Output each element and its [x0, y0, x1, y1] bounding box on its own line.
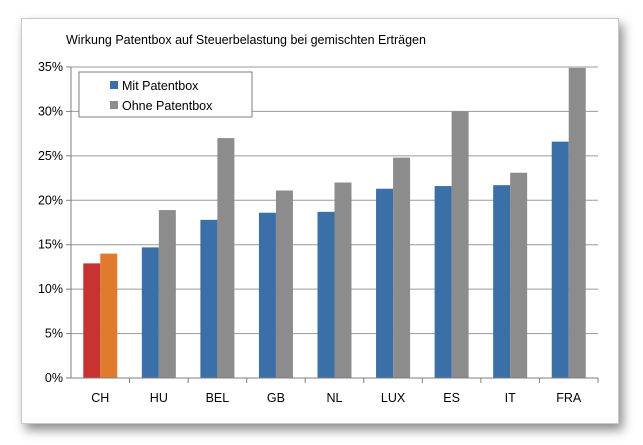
legend-box: [78, 71, 253, 118]
legend-label: Ohne Patentbox: [122, 99, 213, 113]
x-tick-label: LUX: [381, 391, 406, 405]
x-tick-label: FRA: [556, 391, 582, 405]
x-tick-label: GB: [267, 391, 285, 405]
bar-es-mit: [434, 186, 452, 378]
legend: Mit Patentbox Ohne Patentbox: [78, 71, 253, 118]
legend-swatch: [110, 81, 118, 89]
bar-ch-ohne: [100, 253, 118, 378]
bar-ch-mit: [83, 263, 101, 378]
bar-bel-ohne: [217, 138, 235, 378]
x-tick-label: ES: [443, 391, 460, 405]
y-tick-label: 20%: [38, 193, 63, 207]
legend-swatch: [110, 101, 118, 109]
y-tick-label: 15%: [38, 238, 63, 252]
y-tick-label: 35%: [38, 60, 63, 74]
bar-fra-ohne: [568, 67, 586, 378]
y-axis-ticks: 0% 5% 10% 15% 20% 25% 30% 35%: [38, 60, 72, 385]
bar-it-ohne: [510, 172, 528, 378]
bar-es-ohne: [451, 111, 469, 378]
bar-nl-ohne: [334, 182, 352, 378]
bar-fra-mit: [551, 141, 569, 378]
x-tick-label: CH: [91, 391, 109, 405]
x-axis: CH HU BEL GB NL LUX ES IT FRA: [71, 377, 599, 405]
bar-lux-mit: [376, 188, 394, 378]
bar-hu-mit: [141, 247, 159, 378]
x-tick-label: NL: [327, 391, 343, 405]
bar-nl-mit: [317, 211, 335, 378]
bars: [83, 67, 586, 378]
x-tick-label: HU: [150, 391, 168, 405]
y-tick-label: 25%: [38, 149, 63, 163]
y-tick-label: 10%: [38, 282, 63, 296]
bar-hu-ohne: [158, 210, 176, 378]
legend-label: Mit Patentbox: [122, 79, 199, 93]
bar-gb-ohne: [275, 190, 293, 378]
x-tick-label: IT: [505, 391, 516, 405]
y-tick-label: 5%: [45, 327, 63, 341]
bar-lux-ohne: [393, 157, 411, 378]
y-tick-label: 0%: [45, 371, 63, 385]
bar-it-mit: [493, 185, 511, 378]
chart-title: Wirkung Patentbox auf Steuerbelastung be…: [66, 33, 426, 47]
x-tick-label: BEL: [206, 391, 230, 405]
bar-bel-mit: [200, 219, 218, 378]
bar-gb-mit: [258, 212, 276, 378]
y-tick-label: 30%: [38, 104, 63, 118]
